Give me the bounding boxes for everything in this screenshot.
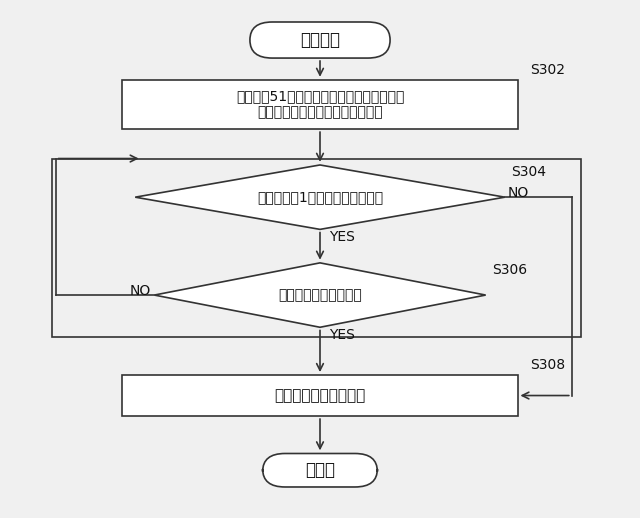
Text: YES: YES <box>330 327 355 341</box>
Text: S304: S304 <box>511 165 546 179</box>
Text: 自己の車両1が所定の停車状態？: 自己の車両1が所定の停車状態？ <box>257 190 383 204</box>
Polygon shape <box>154 263 486 327</box>
Text: S302: S302 <box>531 63 565 77</box>
FancyBboxPatch shape <box>122 375 518 416</box>
Text: スタート: スタート <box>300 31 340 49</box>
Text: NO: NO <box>508 186 529 200</box>
Text: 運用領域51における判定処理結果の監視、
および対象プロセスの監視を開始: 運用領域51における判定処理結果の監視、 および対象プロセスの監視を開始 <box>236 89 404 120</box>
Text: NO: NO <box>130 284 151 298</box>
Text: 対象プロセスが消滅？: 対象プロセスが消滅？ <box>278 288 362 302</box>
FancyBboxPatch shape <box>122 80 518 129</box>
Text: エンド: エンド <box>305 461 335 479</box>
Text: S306: S306 <box>492 263 527 277</box>
FancyBboxPatch shape <box>250 22 390 58</box>
Text: S308: S308 <box>531 358 565 372</box>
Bar <box>52 159 581 337</box>
Polygon shape <box>135 165 505 229</box>
FancyBboxPatch shape <box>262 453 378 487</box>
Text: 管理プログラムを破棄: 管理プログラムを破棄 <box>275 388 365 403</box>
Text: YES: YES <box>330 229 355 243</box>
